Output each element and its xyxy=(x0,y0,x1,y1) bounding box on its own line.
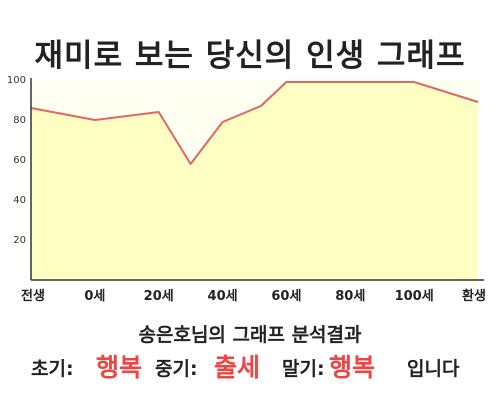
x-axis-tick-labels: 전생 0세 20세 40세 60세 80세 100세 환생 xyxy=(21,288,486,304)
life-line-series xyxy=(30,81,479,165)
x-tick-label: 20세 xyxy=(144,289,174,304)
middle-value: 출세 xyxy=(214,353,261,382)
analysis-subtitle: 송은호님의 그래프 분석결과 xyxy=(138,324,362,346)
early-label: 초기: xyxy=(31,358,74,380)
y-tick-label: 40 xyxy=(13,195,26,206)
result-suffix: 입니다 xyxy=(407,358,460,380)
late-label: 말기: xyxy=(282,358,325,380)
middle-label: 중기: xyxy=(155,358,198,380)
y-tick-label: 100 xyxy=(7,75,26,86)
early-value: 행복 xyxy=(96,353,143,382)
page-title: 재미로 보는 당신의 인생 그래프 xyxy=(34,38,466,74)
y-tick-label: 20 xyxy=(13,235,26,246)
x-tick-label: 100세 xyxy=(395,289,434,304)
x-tick-label: 전생 xyxy=(21,288,45,304)
life-area-fill xyxy=(31,82,478,280)
x-tick-label: 60세 xyxy=(271,289,301,304)
x-tick-label: 80세 xyxy=(335,289,365,304)
y-axis-tick-labels: 20 40 60 80 100 xyxy=(7,75,26,246)
x-tick-label: 0세 xyxy=(84,289,105,304)
y-tick-label: 60 xyxy=(13,155,26,166)
x-tick-label: 환생 xyxy=(462,288,486,304)
y-tick-label: 80 xyxy=(13,115,26,126)
late-value: 행복 xyxy=(329,353,376,382)
x-tick-label: 40세 xyxy=(208,289,238,304)
analysis-result: 초기: 행복 중기: 출세 말기: 행복 입니다 xyxy=(0,344,500,384)
